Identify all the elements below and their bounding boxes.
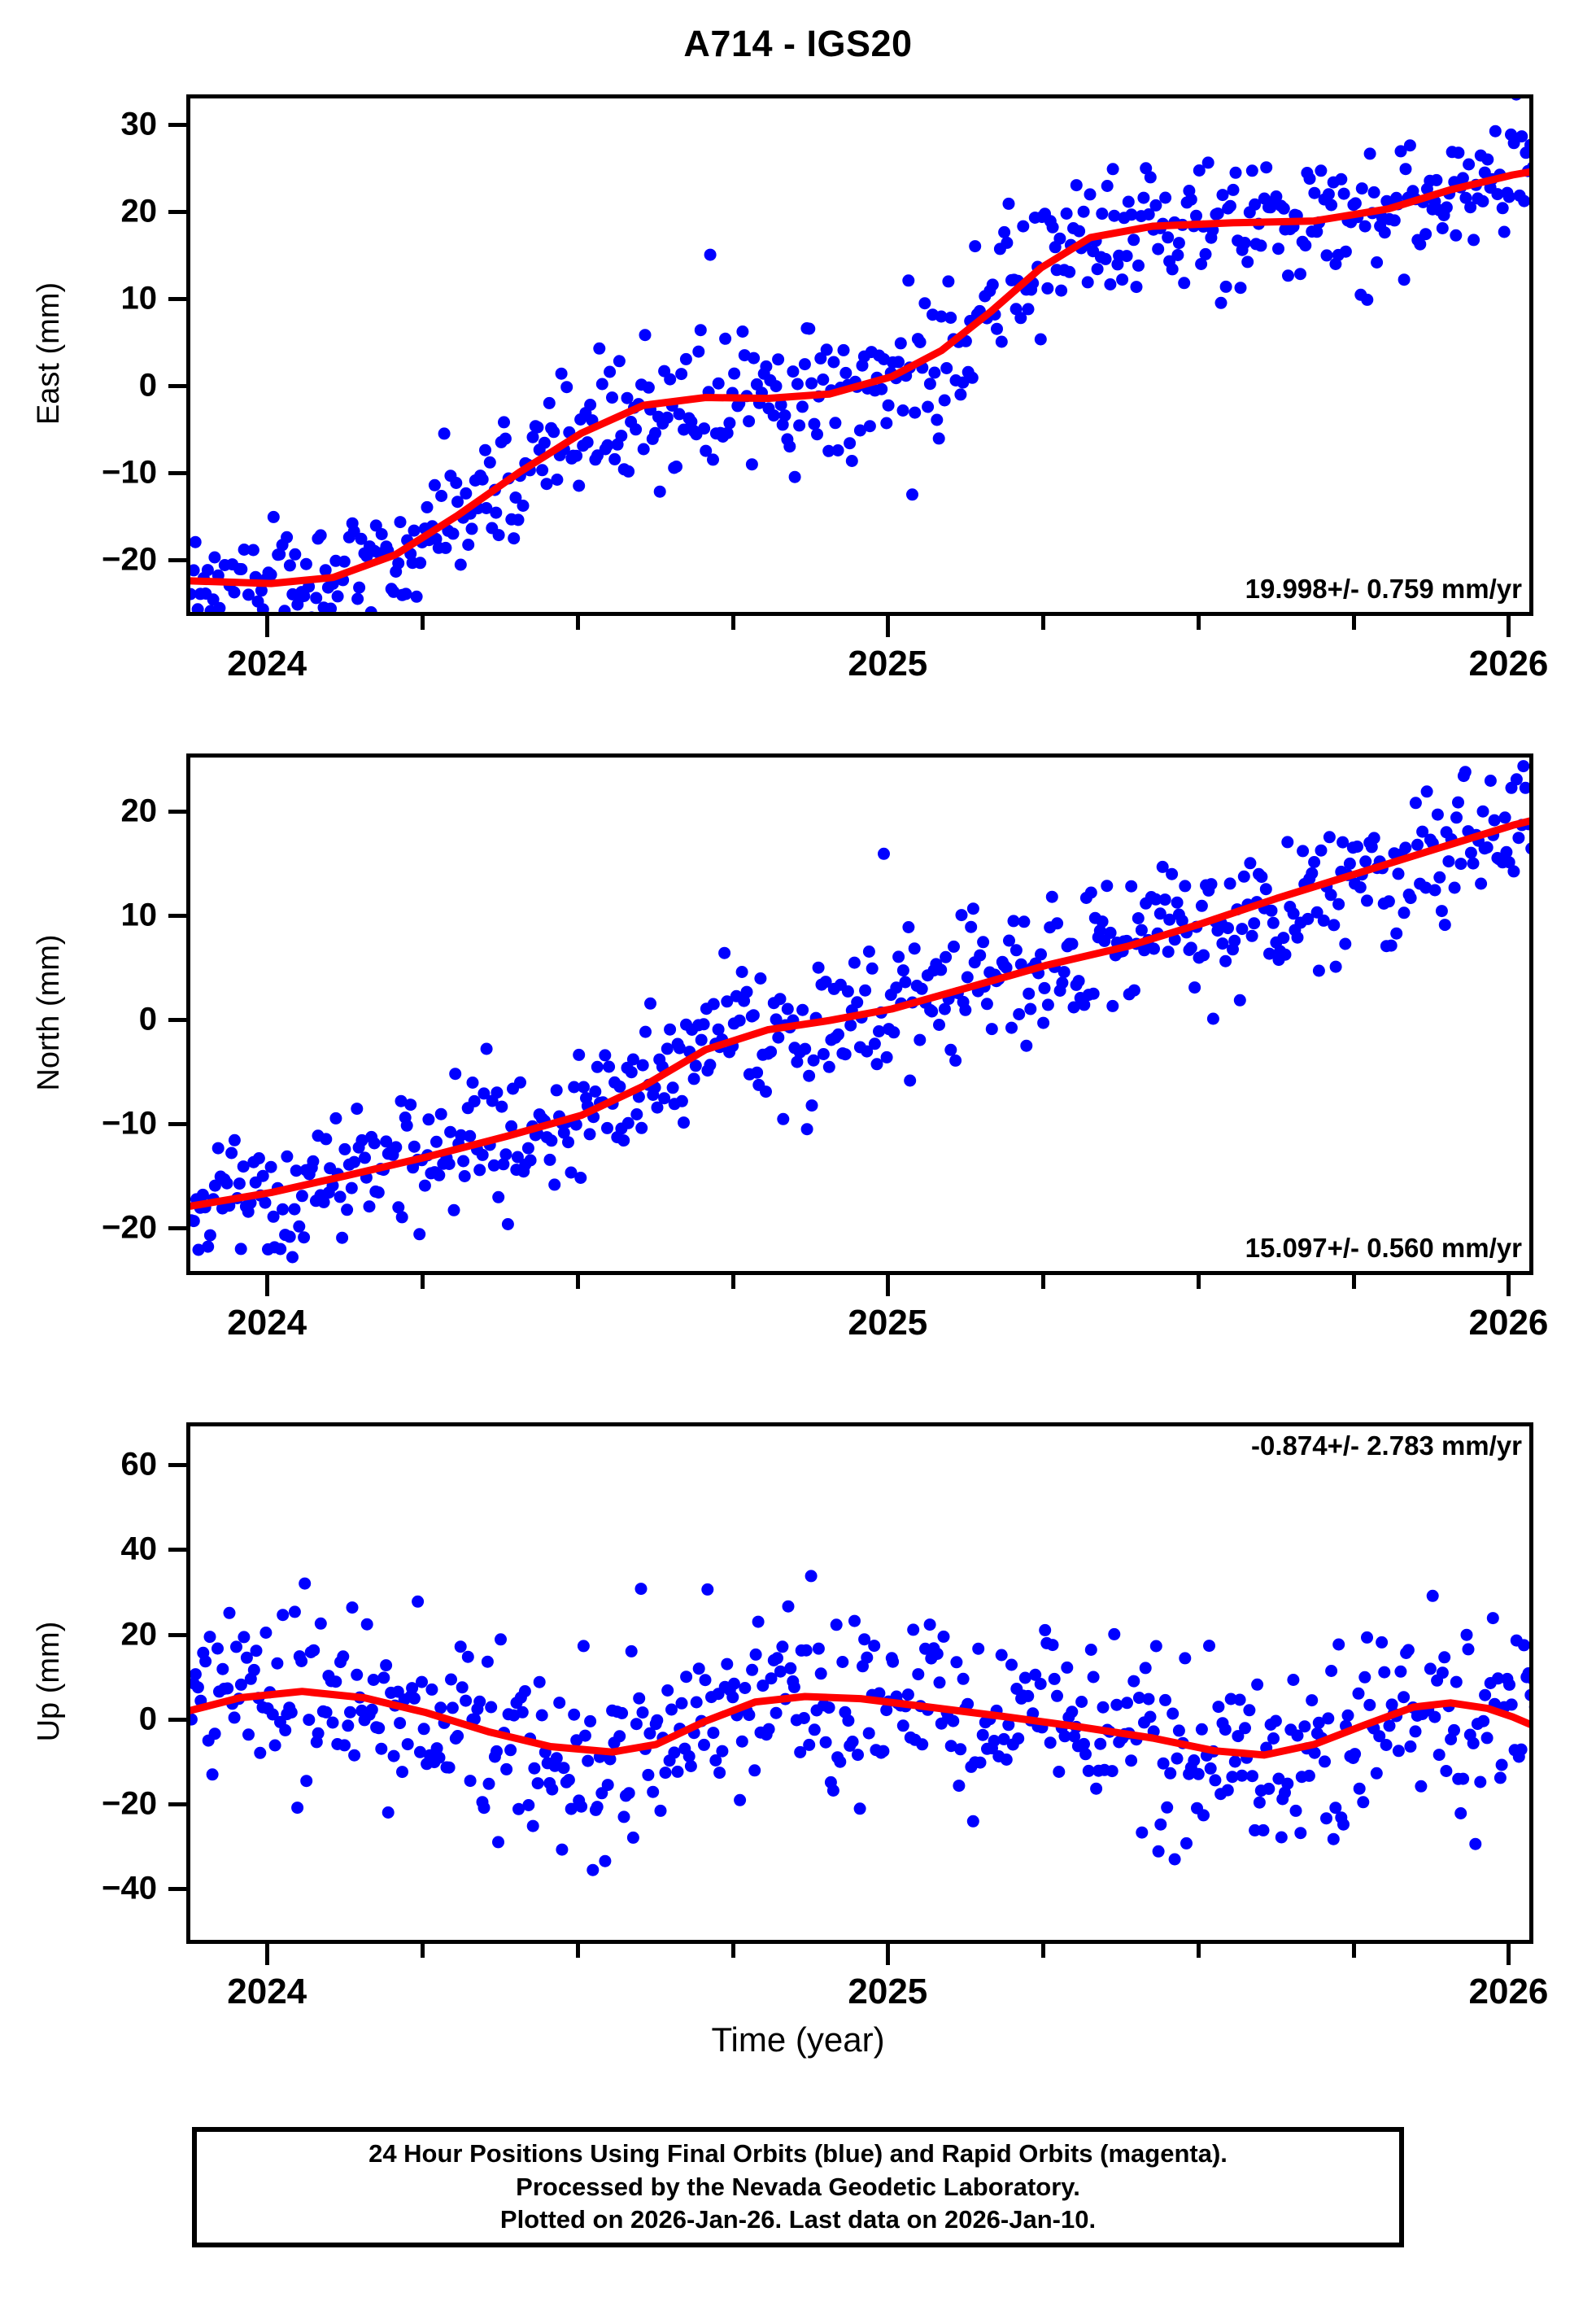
y-tick-mark-up xyxy=(168,1802,186,1807)
x-minor-tick-north xyxy=(1041,1275,1046,1289)
x-major-tick-north xyxy=(1507,1275,1511,1296)
x-major-tick-east xyxy=(265,616,270,637)
trend-line-north xyxy=(190,817,1529,1210)
y-tick-mark-east xyxy=(168,383,186,388)
data-points-up xyxy=(190,1570,1529,1876)
y-tick-mark-east xyxy=(168,210,186,215)
x-tick-label-up: 2026 xyxy=(1468,1972,1549,2011)
x-minor-tick-up xyxy=(420,1944,425,1958)
x-minor-tick-east xyxy=(1351,616,1356,630)
footer-line-1: 24 Hour Positions Using Final Orbits (bl… xyxy=(368,2138,1228,2168)
x-tick-label-east: 2026 xyxy=(1468,644,1549,684)
y-tick-label-east: 10 xyxy=(120,280,158,317)
y-tick-mark-up xyxy=(168,1463,186,1468)
x-minor-tick-north xyxy=(1196,1275,1201,1289)
y-tick-mark-east xyxy=(168,123,186,128)
y-tick-label-up: 20 xyxy=(120,1616,158,1653)
y-tick-label-up: −40 xyxy=(102,1870,157,1906)
x-minor-tick-north xyxy=(730,1275,735,1289)
plot-area-east[interactable] xyxy=(186,94,1533,616)
plot-area-north[interactable] xyxy=(186,753,1533,1275)
y-tick-mark-north xyxy=(168,1017,186,1022)
y-tick-label-east: 20 xyxy=(120,193,158,229)
trend-line-east xyxy=(190,168,1529,587)
y-tick-label-east: −20 xyxy=(102,541,157,578)
x-minor-tick-east xyxy=(575,616,580,630)
x-tick-label-north: 2024 xyxy=(227,1303,307,1343)
x-minor-tick-east xyxy=(420,616,425,630)
y-tick-label-up: 0 xyxy=(138,1701,157,1737)
y-tick-label-north: −10 xyxy=(102,1105,157,1142)
footer-line-3: Plotted on 2026-Jan-26. Last data on 202… xyxy=(499,2205,1097,2234)
x-tick-label-north: 2025 xyxy=(848,1303,928,1343)
x-minor-tick-east xyxy=(1041,616,1046,630)
y-tick-mark-east xyxy=(168,470,186,475)
series-north xyxy=(190,760,1529,1264)
data-points-north xyxy=(190,760,1529,1264)
x-minor-tick-north xyxy=(575,1275,580,1289)
x-minor-tick-east xyxy=(1196,616,1201,630)
y-axis-title-north: North (mm) xyxy=(31,933,66,1091)
x-minor-tick-up xyxy=(575,1944,580,1958)
y-tick-label-up: 60 xyxy=(120,1446,158,1483)
y-tick-label-up: −20 xyxy=(102,1785,157,1822)
y-tick-mark-up xyxy=(168,1632,186,1637)
series-up xyxy=(190,1570,1529,1876)
x-major-tick-north xyxy=(886,1275,891,1296)
rate-annotation-east: 19.998+/- 0.759 mm/yr xyxy=(1245,574,1522,604)
x-minor-tick-up xyxy=(1196,1944,1201,1958)
footer-line-2: Processed by the Nevada Geodetic Laborat… xyxy=(516,2172,1080,2201)
y-tick-label-east: −10 xyxy=(102,454,157,491)
y-tick-mark-up xyxy=(168,1887,186,1892)
x-major-tick-east xyxy=(886,616,891,637)
x-tick-label-up: 2024 xyxy=(227,1972,307,2011)
y-tick-mark-north xyxy=(168,1226,186,1231)
x-major-tick-up xyxy=(265,1944,270,1965)
data-points-east xyxy=(190,98,1529,612)
y-tick-label-up: 40 xyxy=(120,1531,158,1567)
x-major-tick-north xyxy=(265,1275,270,1296)
y-tick-mark-north xyxy=(168,1122,186,1127)
y-tick-mark-east xyxy=(168,297,186,302)
x-major-tick-up xyxy=(1507,1944,1511,1965)
plot-area-up[interactable] xyxy=(186,1422,1533,1944)
y-tick-label-north: 10 xyxy=(120,897,158,933)
y-tick-mark-up xyxy=(168,1717,186,1722)
x-axis-title: Time (year) xyxy=(711,2020,885,2059)
x-tick-label-east: 2024 xyxy=(227,644,307,684)
y-tick-label-north: −20 xyxy=(102,1209,157,1246)
x-minor-tick-east xyxy=(730,616,735,630)
y-tick-mark-east xyxy=(168,557,186,562)
y-tick-label-north: 20 xyxy=(120,793,158,828)
x-minor-tick-up xyxy=(1351,1944,1356,1958)
rate-annotation-north: 15.097+/- 0.560 mm/yr xyxy=(1245,1233,1522,1263)
y-tick-mark-north xyxy=(168,809,186,814)
x-minor-tick-up xyxy=(1041,1944,1046,1958)
series-east xyxy=(190,98,1529,612)
x-minor-tick-north xyxy=(420,1275,425,1289)
x-minor-tick-north xyxy=(1351,1275,1356,1289)
y-tick-label-north: 0 xyxy=(138,1001,157,1037)
x-tick-label-east: 2025 xyxy=(848,644,928,684)
rate-annotation-up: -0.874+/- 2.783 mm/yr xyxy=(1251,1430,1522,1461)
x-major-tick-east xyxy=(1507,616,1511,637)
x-tick-label-up: 2025 xyxy=(848,1972,928,2011)
y-tick-mark-north xyxy=(168,913,186,918)
x-minor-tick-up xyxy=(730,1944,735,1958)
x-tick-label-north: 2026 xyxy=(1468,1303,1549,1343)
y-axis-title-up: Up (mm) xyxy=(31,1621,66,1741)
y-axis-title-east: East (mm) xyxy=(31,282,66,425)
page-title: A714 - IGS20 xyxy=(683,23,913,64)
y-tick-label-east: 30 xyxy=(120,106,158,142)
y-tick-mark-up xyxy=(168,1548,186,1553)
footer-caption-box: 24 Hour Positions Using Final Orbits (bl… xyxy=(192,2127,1404,2247)
x-major-tick-up xyxy=(886,1944,891,1965)
y-tick-label-east: 0 xyxy=(138,367,157,404)
trend-line-up xyxy=(190,1688,1529,1759)
